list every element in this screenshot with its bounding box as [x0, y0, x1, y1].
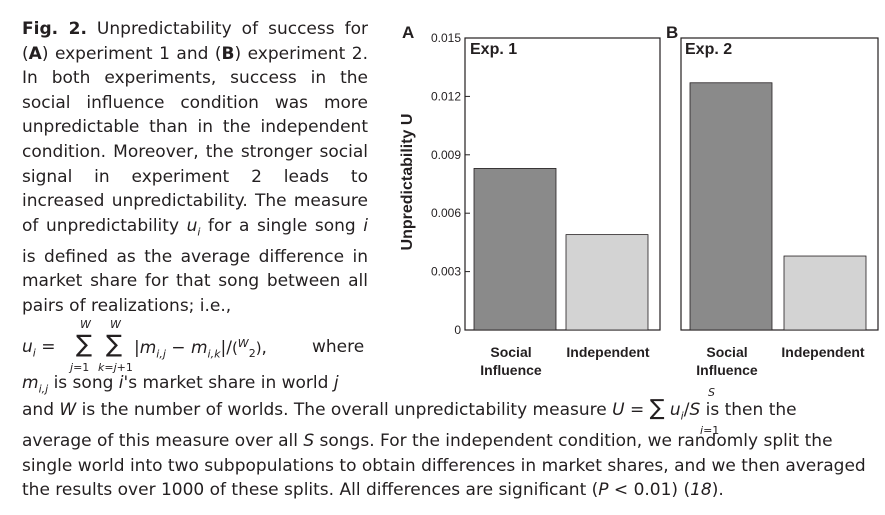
panel-label-b: B [666, 23, 678, 42]
x-label-social-a-2: Influence [480, 362, 542, 378]
y-axis-label: Unpredictability U [399, 114, 416, 251]
y-tick-label: 0.006 [431, 206, 461, 220]
y-tick-label: 0.009 [431, 148, 461, 162]
panel-b-title: Exp. 2 [685, 41, 732, 58]
bar-a-social-influence [473, 168, 557, 331]
y-tick-label: 0 [454, 323, 461, 337]
x-label-social-b-1: Social [706, 344, 747, 360]
bar-a-independent [565, 234, 649, 331]
panel-a-title: Exp. 1 [470, 41, 517, 58]
panel-frame-b [680, 37, 879, 331]
y-tick-label: 0.012 [431, 89, 461, 103]
bar-b-independent [783, 255, 867, 331]
caption-bottom: and W is the number of worlds. The overa… [22, 396, 866, 501]
bar-b-social-influence [689, 82, 773, 331]
panel-frame-a [464, 37, 661, 331]
x-label-independent-a: Independent [566, 344, 650, 360]
x-label-social-b-2: Influence [696, 362, 758, 378]
panel-label-a: A [402, 23, 414, 42]
x-label-independent-b: Independent [781, 344, 865, 360]
x-label-social-a-1: Social [490, 344, 531, 360]
figure-caption: Fig. 2. Unpredictability of success for … [22, 19, 368, 316]
figure-label: Fig. 2. [22, 19, 87, 39]
y-tick-label: 0.003 [431, 265, 461, 279]
y-tick-label: 0.015 [431, 31, 461, 45]
